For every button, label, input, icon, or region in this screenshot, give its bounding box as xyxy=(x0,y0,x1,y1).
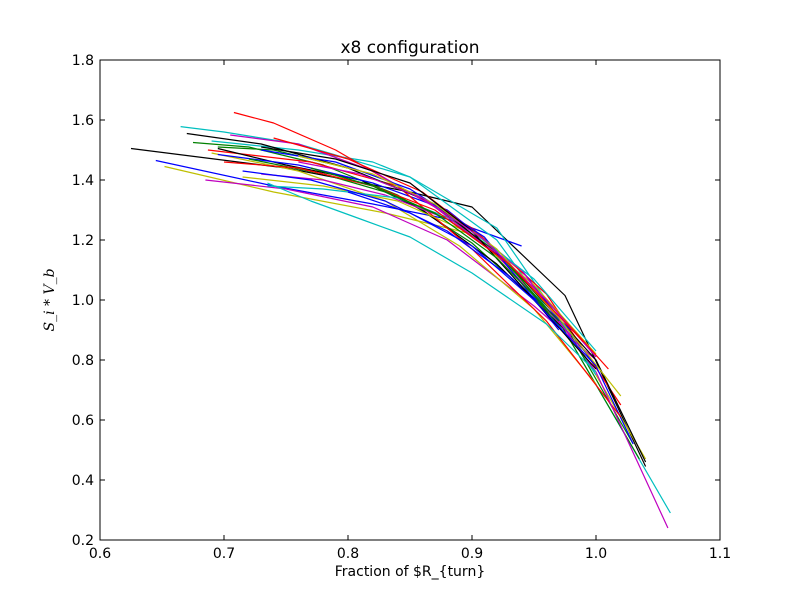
y-tick-label: 0.2 xyxy=(72,533,94,549)
y-tick-label: 1.4 xyxy=(72,173,94,189)
x-tick-label: 1.0 xyxy=(585,546,607,562)
x-tick-label: 0.9 xyxy=(461,546,483,562)
series-line xyxy=(298,161,597,358)
plot-area xyxy=(100,60,720,540)
y-tick-label: 1.0 xyxy=(72,293,94,309)
series-line xyxy=(242,176,597,355)
series-line xyxy=(261,149,560,331)
y-axis-label: S_i * V_b xyxy=(42,268,58,331)
y-tick-label: 1.8 xyxy=(72,53,94,69)
series-line xyxy=(267,182,597,373)
y-tick-label: 1.2 xyxy=(72,233,94,249)
series-layer xyxy=(130,111,671,529)
series-line xyxy=(347,191,597,367)
x-tick-label: 1.1 xyxy=(709,546,731,562)
series-line xyxy=(223,161,585,343)
y-tick-label: 0.4 xyxy=(72,473,94,489)
plot-frame xyxy=(99,59,721,541)
x-axis-label: Fraction of $R_{turn} xyxy=(335,564,485,580)
series-line xyxy=(205,179,597,361)
x-tick-label: 0.7 xyxy=(213,546,235,562)
series-line xyxy=(310,167,560,322)
y-tick-label: 0.8 xyxy=(72,353,94,369)
y-tick-label: 0.6 xyxy=(72,413,94,429)
x-tick-label: 0.8 xyxy=(337,546,359,562)
y-tick-label: 1.6 xyxy=(72,113,94,129)
series-line xyxy=(211,152,597,385)
chart-title: x8 configuration xyxy=(340,38,479,58)
x-tick-label: 0.6 xyxy=(89,546,111,562)
ticks-layer: 0.6 0.7 0.8 0.9 1.0 1.1 0.2 0.4 0.6 0.8 1.0 1.2 1.4 1… xyxy=(72,53,731,562)
